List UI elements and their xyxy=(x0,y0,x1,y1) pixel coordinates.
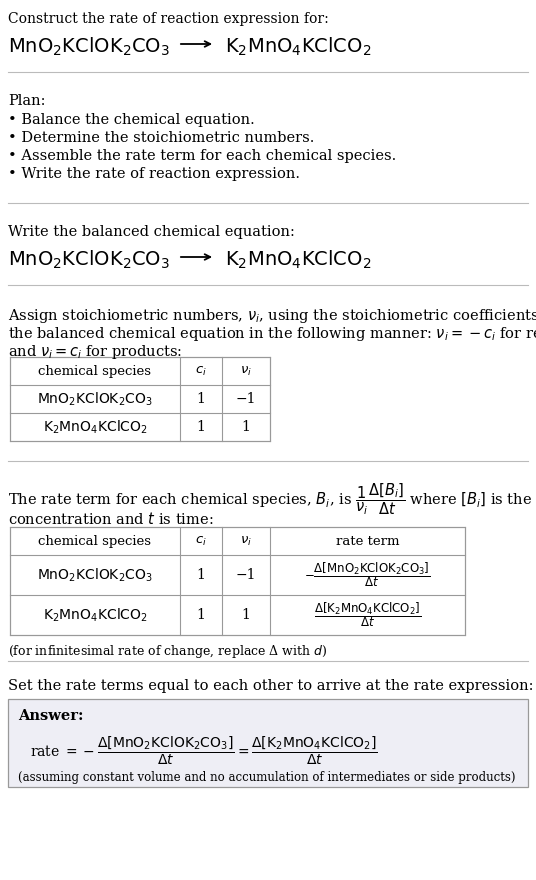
Text: (assuming constant volume and no accumulation of intermediates or side products): (assuming constant volume and no accumul… xyxy=(18,771,516,784)
Text: −1: −1 xyxy=(236,568,256,582)
Text: 1: 1 xyxy=(242,608,250,622)
Text: 1: 1 xyxy=(242,420,250,434)
Bar xyxy=(10,527,465,635)
Text: concentration and $t$ is time:: concentration and $t$ is time: xyxy=(8,511,213,527)
Text: rate $= -\dfrac{\Delta[\mathrm{MnO_2KClOK_2CO_3}]}{\Delta t} = \dfrac{\Delta[\ma: rate $= -\dfrac{\Delta[\mathrm{MnO_2KClO… xyxy=(30,735,378,767)
Text: the balanced chemical equation in the following manner: $\nu_i = -c_i$ for react: the balanced chemical equation in the fo… xyxy=(8,325,536,343)
Text: $c_i$: $c_i$ xyxy=(195,534,207,547)
Text: • Determine the stoichiometric numbers.: • Determine the stoichiometric numbers. xyxy=(8,131,315,145)
Text: $\dfrac{\Delta[\mathrm{K_2MnO_4KClCO_2}]}{\Delta t}$: $\dfrac{\Delta[\mathrm{K_2MnO_4KClCO_2}]… xyxy=(314,601,421,629)
Text: $\mathrm{K_2MnO_4KClCO_2}$: $\mathrm{K_2MnO_4KClCO_2}$ xyxy=(42,606,147,624)
Text: 1: 1 xyxy=(197,568,205,582)
Text: $\mathrm{MnO_2KClOK_2CO_3}$: $\mathrm{MnO_2KClOK_2CO_3}$ xyxy=(37,567,153,583)
Text: The rate term for each chemical species, $B_i$, is $\dfrac{1}{\nu_i}\dfrac{\Delt: The rate term for each chemical species,… xyxy=(8,481,536,517)
Text: Construct the rate of reaction expression for:: Construct the rate of reaction expressio… xyxy=(8,12,329,26)
Text: $\mathrm{K_2MnO_4KClCO_2}$: $\mathrm{K_2MnO_4KClCO_2}$ xyxy=(225,249,371,271)
Text: Write the balanced chemical equation:: Write the balanced chemical equation: xyxy=(8,225,295,239)
Text: $\nu_i$: $\nu_i$ xyxy=(240,364,252,378)
Text: 1: 1 xyxy=(197,608,205,622)
Text: $-\dfrac{\Delta[\mathrm{MnO_2KClOK_2CO_3}]}{\Delta t}$: $-\dfrac{\Delta[\mathrm{MnO_2KClOK_2CO_3… xyxy=(304,561,431,590)
Bar xyxy=(8,699,528,787)
Text: (for infinitesimal rate of change, replace Δ with $d$): (for infinitesimal rate of change, repla… xyxy=(8,643,327,660)
Text: Assign stoichiometric numbers, $\nu_i$, using the stoichiometric coefficients, $: Assign stoichiometric numbers, $\nu_i$, … xyxy=(8,307,536,325)
Text: 1: 1 xyxy=(197,392,205,406)
Text: and $\nu_i = c_i$ for products:: and $\nu_i = c_i$ for products: xyxy=(8,343,182,361)
Text: Set the rate terms equal to each other to arrive at the rate expression:: Set the rate terms equal to each other t… xyxy=(8,679,533,693)
Text: $\mathrm{K_2MnO_4KClCO_2}$: $\mathrm{K_2MnO_4KClCO_2}$ xyxy=(225,36,371,58)
Text: $\mathrm{K_2MnO_4KClCO_2}$: $\mathrm{K_2MnO_4KClCO_2}$ xyxy=(42,418,147,436)
Text: $c_i$: $c_i$ xyxy=(195,364,207,378)
Text: • Balance the chemical equation.: • Balance the chemical equation. xyxy=(8,113,255,127)
Text: $\mathrm{MnO_2KClOK_2CO_3}$: $\mathrm{MnO_2KClOK_2CO_3}$ xyxy=(8,249,170,271)
Text: • Assemble the rate term for each chemical species.: • Assemble the rate term for each chemic… xyxy=(8,149,396,163)
Text: −1: −1 xyxy=(236,392,256,406)
Text: 1: 1 xyxy=(197,420,205,434)
Text: • Write the rate of reaction expression.: • Write the rate of reaction expression. xyxy=(8,167,300,181)
Bar xyxy=(10,357,270,441)
Text: Answer:: Answer: xyxy=(18,709,84,723)
Text: Plan:: Plan: xyxy=(8,94,46,108)
Text: $\nu_i$: $\nu_i$ xyxy=(240,534,252,547)
Text: chemical species: chemical species xyxy=(39,364,152,378)
Text: $\mathrm{MnO_2KClOK_2CO_3}$: $\mathrm{MnO_2KClOK_2CO_3}$ xyxy=(8,36,170,58)
Text: rate term: rate term xyxy=(336,534,399,547)
Text: chemical species: chemical species xyxy=(39,534,152,547)
Text: $\mathrm{MnO_2KClOK_2CO_3}$: $\mathrm{MnO_2KClOK_2CO_3}$ xyxy=(37,391,153,407)
